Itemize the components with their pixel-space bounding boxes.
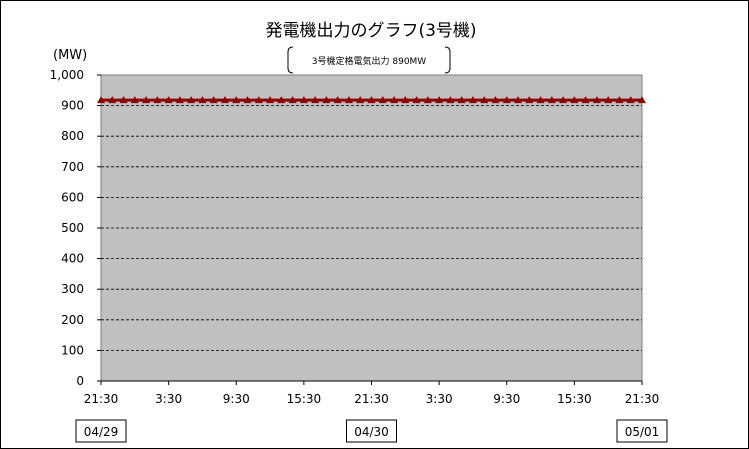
x-tick-label: 21:30 [354, 392, 389, 406]
x-tick-label: 21:30 [84, 392, 119, 406]
callout-right-bracket [444, 46, 451, 74]
series-point [333, 96, 342, 104]
series-point [390, 96, 399, 104]
series-point [130, 96, 139, 104]
series-point [592, 96, 601, 104]
series-point [322, 96, 331, 104]
series-point [254, 96, 263, 104]
date-label-box [616, 419, 668, 443]
series-point [277, 96, 286, 104]
y-tick-label: 400 [61, 252, 84, 266]
series-point [119, 96, 128, 104]
x-tick-label: 21:30 [625, 392, 660, 406]
series-point [435, 96, 444, 104]
callout-text: 3号機定格電気出力 890MW [312, 55, 427, 67]
date-label: 04/29 [84, 425, 119, 439]
series-point [547, 96, 556, 104]
y-tick-label: 100 [61, 343, 84, 357]
series-point [108, 96, 117, 104]
y-axis-unit-label: (MW) [53, 48, 87, 63]
series-point [243, 96, 252, 104]
x-tick-label: 3:30 [155, 392, 182, 406]
series-point [525, 96, 534, 104]
series-point [344, 96, 353, 104]
series-point [412, 96, 421, 104]
series-point [581, 96, 590, 104]
series-point [97, 96, 105, 104]
series-point [514, 96, 523, 104]
series-point [491, 96, 500, 104]
date-label: 04/30 [354, 425, 389, 439]
series-point [401, 96, 410, 104]
date-label-box [346, 419, 397, 443]
y-tick-label: 800 [61, 129, 84, 143]
series-point [288, 96, 297, 104]
series-point [266, 96, 275, 104]
series-point [232, 96, 241, 104]
y-tick-label: 500 [61, 221, 84, 235]
date-label: 05/01 [625, 425, 660, 439]
rated-output-callout: 3号機定格電気出力 890MW [287, 46, 451, 74]
chart-title: 発電機出力のグラフ(3号機) [265, 21, 476, 41]
y-tick-label: 600 [61, 190, 84, 204]
series-point [604, 96, 613, 104]
y-tick-label: 200 [61, 313, 84, 327]
date-label-box [75, 419, 127, 443]
series-point [480, 96, 489, 104]
x-tick-label: 9:30 [223, 392, 250, 406]
y-tick-label: 1,000 [50, 68, 84, 82]
series-point [559, 96, 568, 104]
series-point [536, 96, 545, 104]
x-axis-ticks: 21:30 3:30 9:30 15:30 21:30 3:30 9:30 15:30 21:3… [84, 380, 660, 406]
x-tick-label: 15:30 [557, 392, 592, 406]
series-point [446, 96, 455, 104]
x-tick-label: 3:30 [426, 392, 453, 406]
series-point [209, 96, 218, 104]
series-point [187, 96, 196, 104]
series-point [311, 96, 320, 104]
series-point [502, 96, 511, 104]
series-point [164, 96, 173, 104]
callout-left-bracket [287, 46, 294, 74]
y-tick-label: 700 [61, 160, 84, 174]
series-point [367, 96, 376, 104]
y-axis-ticks: 0 100 200 300 400 500 600 700 800 900 1,000 [50, 68, 101, 388]
series-point [175, 96, 184, 104]
series-point [638, 96, 646, 104]
y-tick-label: 0 [76, 374, 84, 388]
series-point [626, 96, 635, 104]
series-point [423, 96, 432, 104]
series-point [615, 96, 624, 104]
series-point [142, 96, 151, 104]
x-tick-label: 9:30 [493, 392, 520, 406]
date-labels: 04/29 04/30 05/01 [75, 419, 668, 443]
series-point [220, 96, 229, 104]
series-point [570, 96, 579, 104]
series-point [299, 96, 308, 104]
series-point [468, 96, 477, 104]
x-tick-label: 15:30 [287, 392, 322, 406]
series-point [198, 96, 207, 104]
y-tick-label: 900 [61, 99, 84, 113]
callout-background [288, 46, 450, 74]
series-point [153, 96, 162, 104]
series-layer [97, 96, 646, 104]
y-tick-label: 300 [61, 282, 84, 296]
grid-lines [101, 105, 642, 351]
series-point [356, 96, 365, 104]
series-point [457, 96, 466, 104]
series-point [378, 96, 387, 104]
